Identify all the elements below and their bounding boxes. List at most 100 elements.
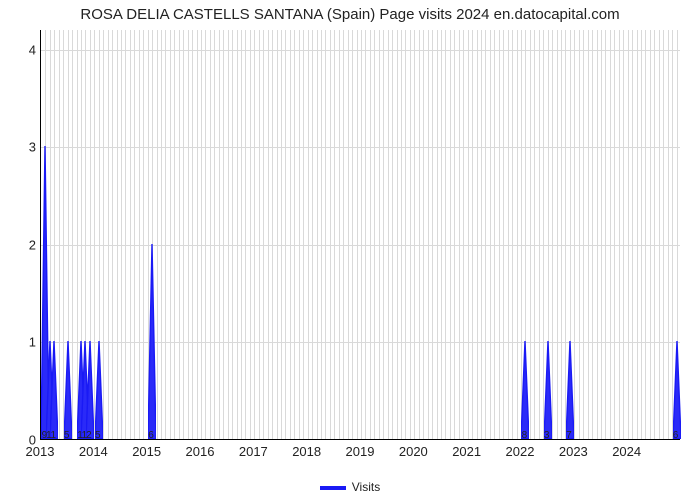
x-year-label: 2021: [452, 444, 481, 459]
visit-spike: [64, 341, 72, 439]
gridline-v-minor: [503, 30, 504, 439]
gridline-v-minor: [325, 30, 326, 439]
gridline-v-minor: [517, 30, 518, 439]
gridline-v-minor: [139, 30, 140, 439]
gridline-v-minor: [317, 30, 318, 439]
gridline-v-major: [574, 30, 575, 439]
chart-container: ROSA DELIA CASTELLS SANTANA (Spain) Page…: [0, 0, 700, 500]
x-year-label: 2018: [292, 444, 321, 459]
gridline-v-minor: [419, 30, 420, 439]
gridline-v-minor: [405, 30, 406, 439]
gridline-v-minor: [437, 30, 438, 439]
y-tick-label: 1: [4, 335, 36, 350]
gridline-v-major: [254, 30, 255, 439]
gridline-v-minor: [463, 30, 464, 439]
gridline-v-minor: [214, 30, 215, 439]
gridline-v-minor: [561, 30, 562, 439]
gridline-v-minor: [321, 30, 322, 439]
gridline-v-minor: [357, 30, 358, 439]
gridline-v-minor: [597, 30, 598, 439]
gridline-v-minor: [659, 30, 660, 439]
gridline-v-minor: [454, 30, 455, 439]
gridline-v-minor: [188, 30, 189, 439]
gridline-v-minor: [179, 30, 180, 439]
gridline-v-minor: [334, 30, 335, 439]
gridline-v-minor: [374, 30, 375, 439]
spike-count-label: 2: [86, 430, 92, 441]
gridline-v-minor: [459, 30, 460, 439]
gridline-v-minor: [343, 30, 344, 439]
gridline-v-minor: [610, 30, 611, 439]
y-tick-label: 3: [4, 140, 36, 155]
gridline-v-minor: [134, 30, 135, 439]
gridline-v-minor: [352, 30, 353, 439]
gridline-v-major: [308, 30, 309, 439]
gridline-v-minor: [294, 30, 295, 439]
gridline-v-minor: [445, 30, 446, 439]
gridline-v-minor: [250, 30, 251, 439]
gridline-v-minor: [330, 30, 331, 439]
visit-spike: [86, 341, 94, 439]
gridline-v-minor: [619, 30, 620, 439]
spike-count-label: 1: [51, 430, 57, 441]
gridline-v-minor: [285, 30, 286, 439]
gridline-v-minor: [494, 30, 495, 439]
gridline-v-minor: [103, 30, 104, 439]
gridline-v-minor: [125, 30, 126, 439]
gridline-v-minor: [232, 30, 233, 439]
x-year-label: 2015: [132, 444, 161, 459]
gridline-v-minor: [348, 30, 349, 439]
gridline-v-minor: [197, 30, 198, 439]
visit-spike: [544, 341, 552, 439]
gridline-v-minor: [650, 30, 651, 439]
gridline-v-minor: [579, 30, 580, 439]
x-year-label: 2022: [506, 444, 535, 459]
gridline-v-major: [468, 30, 469, 439]
spike-count-label: 6: [673, 430, 679, 441]
gridline-v-minor: [59, 30, 60, 439]
gridline-v-minor: [219, 30, 220, 439]
gridline-v-minor: [228, 30, 229, 439]
gridline-v-minor: [481, 30, 482, 439]
gridline-v-minor: [290, 30, 291, 439]
gridline-v-minor: [277, 30, 278, 439]
gridline-v-minor: [623, 30, 624, 439]
spike-count-label: 5: [64, 430, 70, 441]
gridline-v-minor: [165, 30, 166, 439]
gridline-v-minor: [450, 30, 451, 439]
gridline-v-minor: [654, 30, 655, 439]
chart-title: ROSA DELIA CASTELLS SANTANA (Spain) Page…: [0, 6, 700, 23]
gridline-v-minor: [668, 30, 669, 439]
gridline-v-minor: [663, 30, 664, 439]
gridline-v-minor: [183, 30, 184, 439]
gridline-v-minor: [397, 30, 398, 439]
gridline-v-minor: [174, 30, 175, 439]
gridline-v-major: [414, 30, 415, 439]
x-year-label: 2013: [26, 444, 55, 459]
legend-label: Visits: [352, 480, 380, 494]
gridline-v-minor: [441, 30, 442, 439]
gridline-v-minor: [303, 30, 304, 439]
gridline-v-minor: [272, 30, 273, 439]
visit-spike: [148, 244, 156, 439]
x-year-label: 2024: [612, 444, 641, 459]
gridline-v-minor: [552, 30, 553, 439]
gridline-v-minor: [410, 30, 411, 439]
gridline-v-minor: [223, 30, 224, 439]
gridline-v-minor: [432, 30, 433, 439]
gridline-v-minor: [401, 30, 402, 439]
gridline-v-major: [361, 30, 362, 439]
gridline-v-minor: [592, 30, 593, 439]
gridline-v-minor: [614, 30, 615, 439]
gridline-v-minor: [383, 30, 384, 439]
gridline-v-minor: [605, 30, 606, 439]
gridline-v-minor: [472, 30, 473, 439]
gridline-v-minor: [170, 30, 171, 439]
gridline-v-major: [201, 30, 202, 439]
gridline-v-minor: [490, 30, 491, 439]
gridline-v-minor: [72, 30, 73, 439]
gridline-v-minor: [534, 30, 535, 439]
gridline-v-minor: [641, 30, 642, 439]
gridline-v-minor: [281, 30, 282, 439]
visit-spike: [521, 341, 529, 439]
